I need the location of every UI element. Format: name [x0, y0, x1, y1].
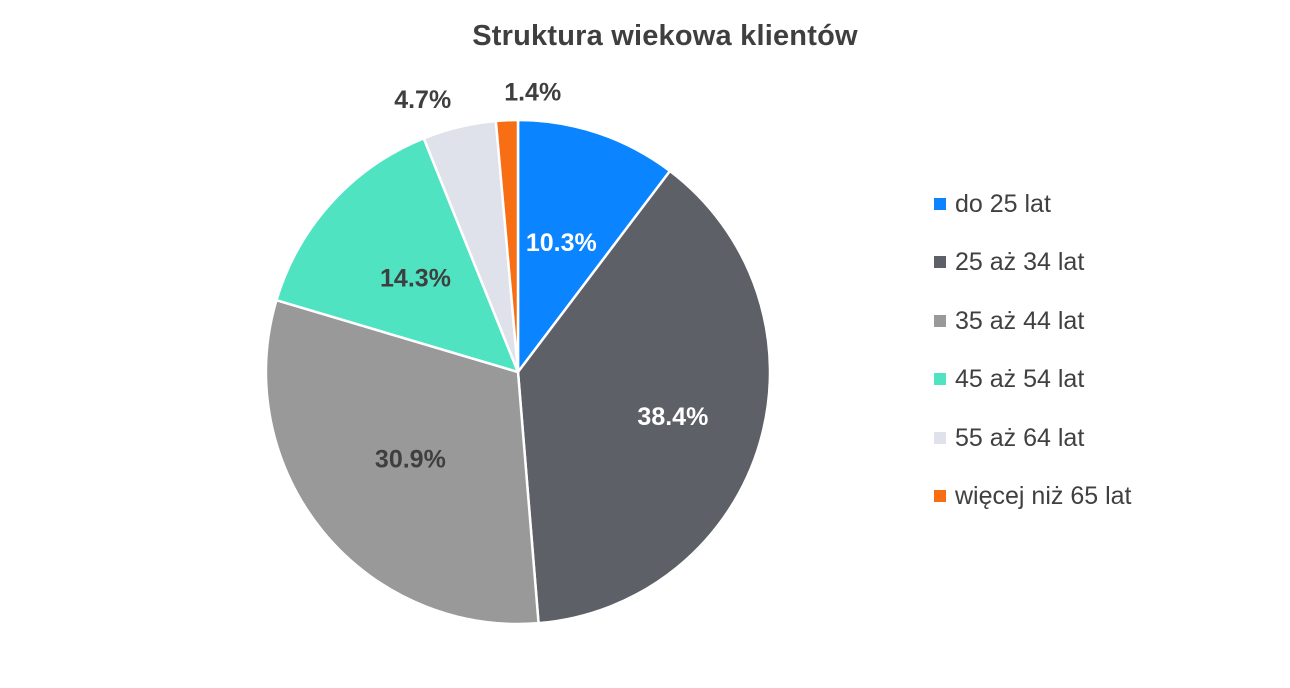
legend-label: 35 aż 44 lat [955, 306, 1085, 335]
chart-title: Struktura wiekowa klientów [472, 20, 858, 52]
legend-label: 55 aż 64 lat [955, 423, 1085, 452]
pie-slices [264, 118, 772, 626]
legend-swatch [934, 198, 946, 210]
pie-slice-do-25-lat [516, 118, 672, 374]
slice-label-wiecej-niz-65-lat: 1.4% [504, 79, 561, 107]
legend-swatch [934, 314, 946, 327]
chart-legend: do 25 lat 25 aż 34 lat 35 aż 44 lat 45 aż 5… [934, 184, 1131, 534]
pie-slice-wiecej-niz-65-lat [494, 118, 520, 374]
legend-item-35-az-44-lat: 35 aż 44 lat [934, 301, 1131, 359]
legend-label: 25 aż 34 lat [955, 248, 1085, 277]
slice-label-55-az-64-lat: 4.7% [394, 86, 451, 114]
pie-slice-45-az-54-lat [275, 137, 520, 374]
pie-slice-labels: 10.3% 38.4% 30.9% 14.3% 4.7% 1.4% [375, 79, 708, 474]
legend-swatch [934, 431, 946, 444]
legend-label: 45 aż 54 lat [955, 365, 1085, 394]
legend-swatch [934, 373, 946, 386]
legend-item-45-az-54-lat: 45 aż 54 lat [934, 359, 1131, 417]
slice-label-do-25-lat: 10.3% [526, 229, 597, 257]
legend-label: więcej niż 65 lat [955, 481, 1132, 510]
slice-label-25-az-34-lat: 38.4% [637, 403, 708, 431]
legend-item-55-az-64-lat: 55 aż 64 lat [934, 418, 1131, 476]
pie-slice-35-az-44-lat [264, 298, 540, 626]
legend-item-do-25-lat: do 25 lat [934, 184, 1131, 242]
slice-label-35-az-44-lat: 30.9% [375, 445, 446, 473]
legend-item-wiecej-niz-65-lat: więcej niż 65 lat [934, 476, 1131, 534]
legend-swatch [934, 256, 946, 269]
legend-item-25-az-34-lat: 25 aż 34 lat [934, 242, 1131, 300]
legend-label: do 25 lat [955, 190, 1051, 218]
slice-label-45-az-54-lat: 14.3% [380, 265, 451, 293]
legend-swatch [934, 489, 946, 502]
pie-slice-25-az-34-lat [516, 169, 772, 625]
